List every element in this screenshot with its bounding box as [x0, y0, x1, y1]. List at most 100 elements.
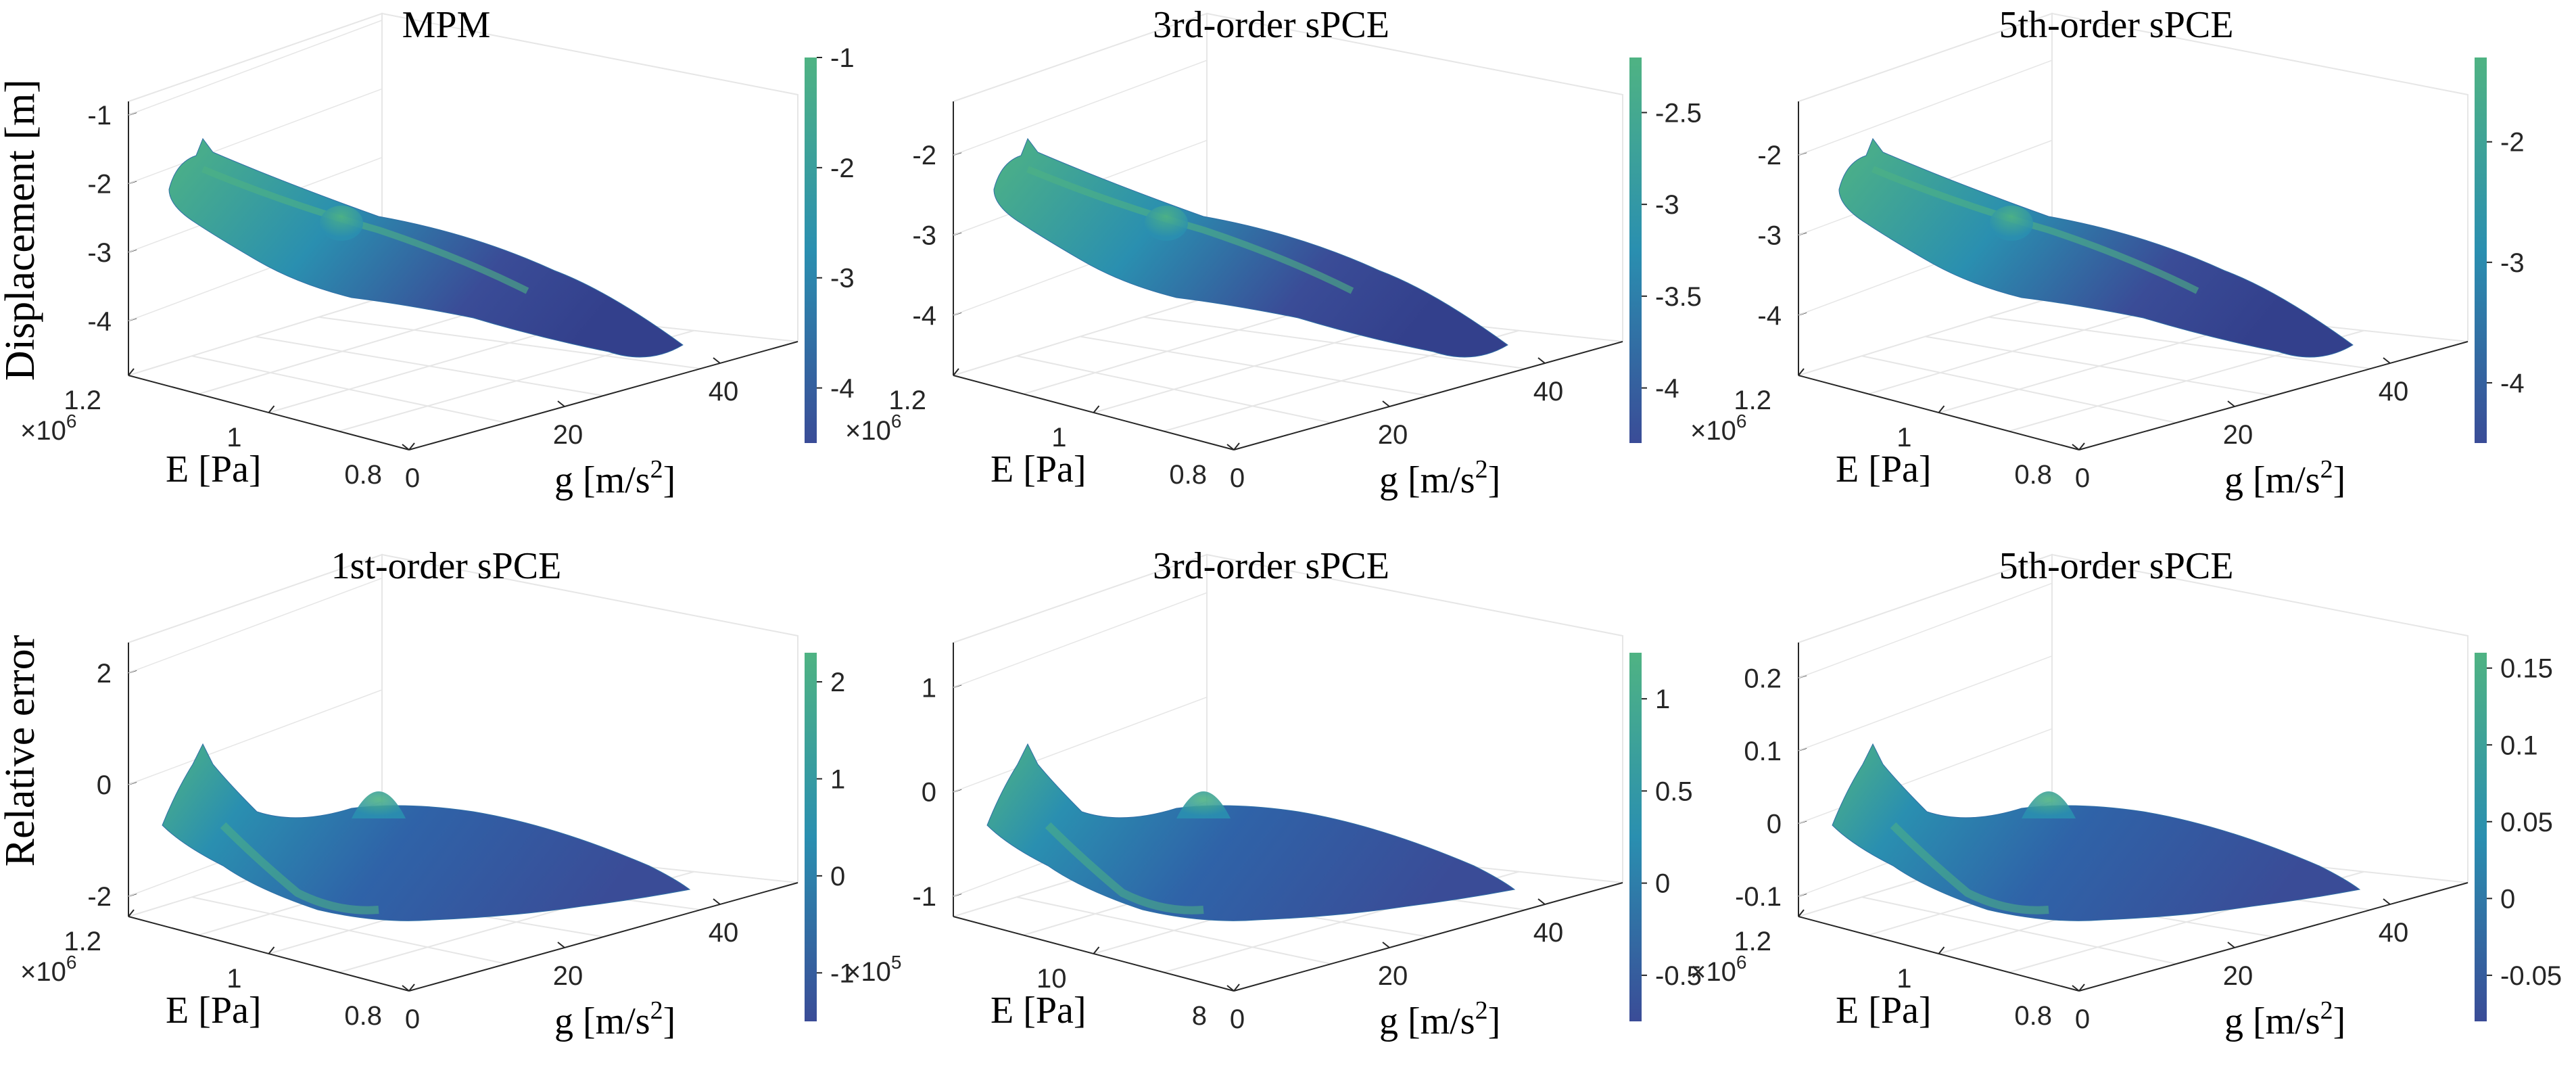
chart-title: 5th-order sPCE	[1999, 4, 2234, 46]
z-grid-line	[1798, 582, 2053, 678]
y-tick	[128, 909, 135, 917]
row-label-relative-error: Relative error	[0, 634, 43, 866]
z-tick-label: -1	[912, 882, 936, 912]
colorbar	[805, 57, 817, 443]
z-tick-label: 0.1	[1744, 737, 1782, 766]
floor-grid-line	[318, 316, 701, 369]
y-tick	[408, 983, 415, 992]
x-tick-label: 40	[709, 377, 739, 407]
z-grid-line	[1798, 60, 2053, 156]
z-tick-label: 2	[97, 659, 112, 689]
x-axis-label: g [m/s2]	[554, 455, 675, 501]
x-axis-label-close: ]	[1488, 1000, 1501, 1042]
x-tick-label: 40	[709, 918, 739, 948]
y-tick-label: 8	[1192, 1001, 1207, 1031]
y-tick	[953, 368, 959, 376]
colorbar-tick-label: 0	[2500, 884, 2515, 914]
colorbar-tick-label: 0	[830, 862, 845, 891]
x-tick	[1382, 400, 1390, 407]
x-tick-label: 40	[1533, 918, 1564, 948]
y-tick-label: 1	[1897, 964, 1911, 994]
y-tick	[1798, 909, 1805, 917]
z-tick-label: -3	[87, 238, 112, 268]
x-tick-label: 20	[553, 420, 583, 450]
y-tick-label: 1.2	[64, 927, 101, 956]
y-tick-label: 1	[1051, 423, 1066, 453]
y-tick-label: 1.2	[1734, 386, 1771, 415]
y-tick	[268, 405, 275, 413]
surface-ridge	[1026, 166, 1354, 294]
colorbar-tick-label: -3	[2500, 248, 2525, 278]
y-axis-label: E [Pa]	[166, 448, 262, 490]
y-tick-label: 1.2	[64, 386, 101, 415]
z-grid-line	[953, 60, 1208, 156]
y-tick	[128, 368, 135, 376]
colorbar-tick-label: 2	[830, 668, 845, 697]
x-tick	[1537, 898, 1546, 905]
surface-ridge	[201, 166, 529, 294]
colorbar-tick-label: -2	[2500, 128, 2525, 158]
colorbar	[1629, 57, 1642, 443]
x-axis-line	[1233, 341, 1623, 450]
colorbar-tick-label: 0.05	[2500, 808, 2553, 837]
y-tick	[2078, 442, 2085, 450]
x-tick	[713, 898, 721, 905]
colorbar-tick-label: -4	[1655, 374, 1679, 404]
x-tick-label: 20	[553, 961, 583, 991]
y-exponent-label: ×106	[20, 411, 76, 446]
x-axis-label-sup: 2	[2320, 455, 2333, 484]
colorbar-tick-label: -0.5	[1655, 961, 1702, 991]
x-axis-label: g [m/s2]	[2224, 996, 2345, 1042]
surface-bump	[1145, 206, 1188, 241]
chart-panel: -4 -3 -2 0.8 1 1.2×106 0 20 40 E [Pa] g [m/s2] 5th-…	[1690, 4, 2525, 501]
x-axis-label: g [m/s2]	[1379, 455, 1500, 501]
y-axis-label: E [Pa]	[991, 990, 1087, 1032]
x-tick	[2383, 357, 2391, 364]
surface-ridge	[1045, 822, 1204, 914]
colorbar-tick-label: 1	[1655, 685, 1670, 714]
z-tick-label: -2	[87, 169, 112, 199]
x-tick-label: 40	[2379, 918, 2409, 948]
y-tick	[408, 442, 415, 450]
surface-bump	[352, 791, 406, 818]
x-tick	[2227, 400, 2235, 407]
colorbar	[2475, 653, 2487, 1021]
z-grid-line	[953, 696, 1208, 793]
colorbar	[2475, 57, 2487, 443]
z-tick-label: 0	[922, 778, 936, 808]
x-tick	[1537, 357, 1546, 364]
surface-bump	[320, 206, 363, 241]
z-tick-label: -1	[87, 101, 112, 131]
colorbar	[1629, 653, 1642, 1021]
x-axis-label-close: ]	[2333, 459, 2346, 501]
chart-panel: -4 -3 -2 -1 0.8 1 1.2×106 0 20 40 E [Pa] g [m/s2] MP…	[20, 4, 855, 501]
chart-title: 1st-order sPCE	[331, 545, 562, 587]
y-tick	[1233, 983, 1240, 992]
y-exponent-power: 6	[1736, 952, 1747, 973]
y-axis-label: E [Pa]	[166, 990, 262, 1032]
z-tick-label: -4	[87, 306, 112, 336]
colorbar-tick-label: -0.05	[2500, 961, 2562, 991]
y-tick-label: 0.8	[344, 1001, 382, 1031]
x-tick-label: 20	[1378, 420, 1408, 450]
x-tick	[2227, 942, 2235, 948]
x-tick	[402, 985, 410, 992]
z-tick-label: -2	[87, 882, 112, 912]
z-tick-label: -2	[912, 141, 936, 170]
x-tick	[402, 444, 410, 450]
x-tick	[2383, 898, 2391, 905]
y-tick-label: 0.8	[2014, 460, 2052, 490]
x-tick	[557, 400, 565, 407]
x-tick	[2072, 444, 2080, 450]
surface-mesh	[986, 743, 1516, 921]
z-tick-label: -2	[1757, 141, 1782, 170]
z-tick-label: 0	[97, 770, 112, 800]
y-tick-label: 0.8	[2014, 1001, 2052, 1031]
x-tick-label: 0	[2075, 463, 2090, 493]
z-grid-line	[1798, 655, 2053, 751]
y-exponent-label: ×106	[1690, 952, 1746, 987]
y-tick	[1093, 946, 1100, 954]
x-axis-label-close: ]	[2333, 1000, 2346, 1042]
z-grid-line	[128, 578, 383, 674]
